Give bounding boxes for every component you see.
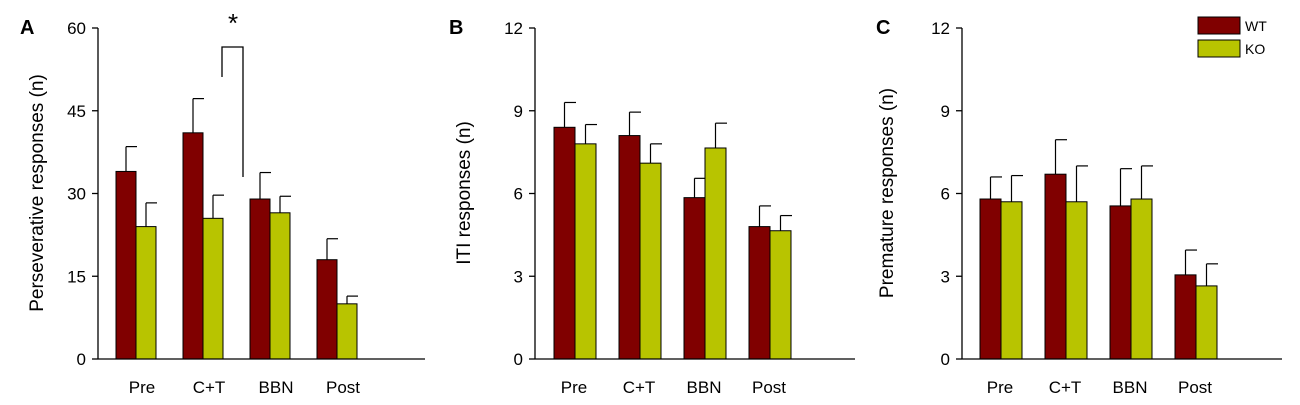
panel-a: A Perseverative responses (n) 015304560 … [20,8,425,397]
panel-c-y-axis-label: Premature responses (n) [877,88,898,298]
bar-wt [683,197,706,360]
bar-ko [1000,201,1023,360]
x-category-label: Post [1178,378,1212,397]
bar-ko [135,226,157,360]
bar-wt [1044,173,1067,360]
y-tick-label: 30 [67,185,86,204]
x-category-label: C+T [623,378,656,397]
legend-item-wt: WT [1197,16,1267,35]
panel-b-y-ticks: 0 3 6 9 12 [504,19,535,369]
panel-b-letter: B [449,17,463,39]
bar-wt [748,226,771,360]
bar-ko [202,217,224,360]
legend-swatch-ko [1197,39,1241,58]
bar-wt [316,259,338,360]
panel-a-letter: A [20,17,34,39]
x-category-label: C+T [193,378,226,397]
bar-ko [1195,285,1218,360]
panel-c-bars [979,139,1218,360]
panel-a-significance: * [221,8,244,177]
panel-b-y-axis-label: ITI responses (n) [454,121,475,265]
y-tick-label: 3 [514,267,523,286]
panel-c: C Premature responses (n) 0 3 6 9 12 Pre C+T B… [876,17,1282,397]
x-category-label: Pre [987,378,1013,397]
y-tick-label: 0 [941,350,950,369]
x-category-label: Pre [129,378,155,397]
y-tick-label: 6 [941,185,950,204]
y-tick-label: 3 [941,267,950,286]
panel-c-y-ticks: 0 3 6 9 12 [931,19,962,369]
panel-c-categories: Pre C+T BBN Post [987,378,1213,397]
x-category-label: BBN [687,378,722,397]
y-tick-label: 9 [514,102,523,121]
bar-wt [182,132,204,360]
panel-a-y-axis-label: Perseverative responses (n) [27,74,48,312]
bar-wt [1174,274,1197,360]
bar-wt [979,198,1002,360]
bar-ko [1130,198,1153,360]
x-category-label: Post [752,378,786,397]
bar-ko [1065,201,1088,360]
bar-wt [553,126,576,360]
x-category-label: BBN [259,378,294,397]
x-category-label: C+T [1049,378,1082,397]
panel-b: B ITI responses (n) 0 3 6 9 12 Pre C+T BBN Post [449,17,855,397]
panel-a-axes [97,28,425,360]
y-tick-label: 45 [67,102,86,121]
y-tick-label: 60 [67,19,86,38]
legend: WT KO [1197,16,1267,58]
bar-wt [618,135,641,360]
y-tick-label: 6 [514,185,523,204]
significance-bracket [221,46,244,177]
bar-ko [269,212,291,360]
y-tick-label: 12 [504,19,523,38]
legend-swatch-wt [1197,16,1241,35]
legend-item-ko: KO [1197,39,1265,58]
legend-label-ko: KO [1245,41,1265,57]
y-tick-label: 9 [941,102,950,121]
y-tick-label: 12 [931,19,950,38]
bar-wt [115,170,137,360]
significance-star: * [228,8,238,38]
x-category-label: Pre [561,378,587,397]
x-category-label: BBN [1113,378,1148,397]
x-category-label: Post [326,378,360,397]
bar-wt [1109,205,1132,360]
panel-b-axes [534,28,855,360]
bar-ko [769,230,792,360]
legend-label-wt: WT [1245,18,1267,34]
panel-b-categories: Pre C+T BBN Post [561,378,787,397]
bar-ko [704,147,727,360]
panel-a-categories: Pre C+T BBN Post [129,378,361,397]
panel-c-axes [961,28,1282,360]
bar-ko [336,303,358,360]
panel-a-bars [115,98,358,360]
panel-b-bars [553,101,792,360]
bar-ko [574,143,597,360]
panel-a-y-ticks: 0 15 30 45 60 [67,19,98,369]
y-tick-label: 15 [67,267,86,286]
y-tick-label: 0 [77,350,86,369]
y-tick-label: 0 [514,350,523,369]
panel-c-letter: C [876,17,890,39]
bar-wt [249,198,271,360]
bar-ko [639,162,662,360]
